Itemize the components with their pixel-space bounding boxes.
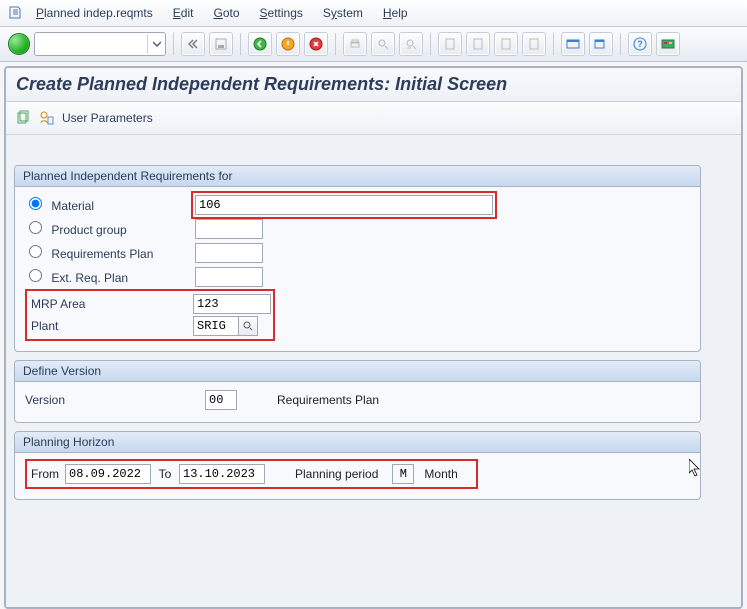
command-input[interactable]: [35, 34, 147, 54]
group-pir-for: Planned Independent Requirements for Mat…: [14, 165, 701, 352]
menu-bar: Planned indep.reqmts Edit Goto Settings …: [0, 0, 747, 27]
form-body: Planned Independent Requirements for Mat…: [6, 135, 741, 609]
planning-period-code[interactable]: [392, 464, 414, 484]
ext-req-plan-radio[interactable]: [29, 269, 42, 282]
separator: [620, 33, 621, 55]
material-radio-row: Material: [25, 197, 195, 213]
new-session-icon[interactable]: [561, 32, 585, 56]
user-params-label[interactable]: User Parameters: [62, 111, 153, 125]
user-params-icon[interactable]: [38, 109, 56, 127]
find-icon[interactable]: [371, 32, 395, 56]
menu-edit[interactable]: Edit: [165, 3, 202, 23]
separator: [553, 33, 554, 55]
req-plan-label: Requirements Plan: [51, 247, 153, 261]
to-date-input[interactable]: [179, 464, 265, 484]
separator: [240, 33, 241, 55]
prev-page-icon[interactable]: [466, 32, 490, 56]
from-date-input[interactable]: [65, 464, 151, 484]
planning-period-text: Month: [424, 467, 457, 481]
save-icon[interactable]: [209, 32, 233, 56]
back-double-icon[interactable]: [181, 32, 205, 56]
version-input[interactable]: [205, 390, 237, 410]
enter-icon[interactable]: [8, 33, 30, 55]
product-group-input[interactable]: [195, 219, 263, 239]
generate-shortcut-icon[interactable]: [589, 32, 613, 56]
plant-input[interactable]: [193, 316, 239, 336]
menu-help[interactable]: Help: [375, 3, 416, 23]
exit-icon[interactable]: [276, 32, 300, 56]
first-page-icon[interactable]: [438, 32, 462, 56]
menu-goto[interactable]: Goto: [205, 3, 247, 23]
app-toolbar: User Parameters: [6, 102, 741, 135]
customize-layout-icon[interactable]: [656, 32, 680, 56]
content-frame: Create Planned Independent Requirements:…: [4, 66, 743, 609]
plant-search-help-icon[interactable]: [238, 316, 258, 336]
req-plan-input[interactable]: [195, 243, 263, 263]
product-group-radio[interactable]: [29, 221, 42, 234]
main-toolbar: ?: [0, 27, 747, 62]
copy-icon[interactable]: [14, 109, 32, 127]
cancel-icon[interactable]: [304, 32, 328, 56]
requirements-plan-label: Requirements Plan: [277, 393, 379, 407]
from-label: From: [29, 467, 65, 481]
help-icon[interactable]: ?: [628, 32, 652, 56]
print-icon[interactable]: [343, 32, 367, 56]
mrp-area-label: MRP Area: [29, 297, 85, 311]
ext-req-plan-label: Ext. Req. Plan: [51, 271, 128, 285]
command-field[interactable]: [34, 32, 166, 56]
menu-settings[interactable]: Settings: [252, 3, 311, 23]
next-page-icon[interactable]: [494, 32, 518, 56]
material-label: Material: [51, 199, 94, 213]
material-input[interactable]: [195, 195, 493, 215]
menu-system[interactable]: System: [315, 3, 371, 23]
last-page-icon[interactable]: [522, 32, 546, 56]
group-planning-horizon-title: Planning Horizon: [15, 432, 700, 453]
group-define-version: Define Version Version Requirements Plan: [14, 360, 701, 423]
group-define-version-title: Define Version: [15, 361, 700, 382]
page-title: Create Planned Independent Requirements:…: [6, 68, 741, 102]
version-label: Version: [25, 393, 65, 407]
menu-planned-indep-reqmts[interactable]: Planned indep.reqmts: [28, 3, 161, 23]
separator: [173, 33, 174, 55]
planning-period-label: Planning period: [295, 467, 378, 481]
to-label: To: [151, 467, 179, 481]
window-menu-icon[interactable]: [6, 4, 24, 22]
req-plan-radio[interactable]: [29, 245, 42, 258]
svg-text:?: ?: [637, 39, 643, 49]
separator: [335, 33, 336, 55]
group-planning-horizon: Planning Horizon From To Planning period…: [14, 431, 701, 500]
plant-label: Plant: [29, 319, 58, 333]
separator: [430, 33, 431, 55]
ext-req-plan-input[interactable]: [195, 267, 263, 287]
group-pir-for-title: Planned Independent Requirements for: [15, 166, 700, 187]
product-group-label: Product group: [51, 223, 126, 237]
mrp-area-input[interactable]: [193, 294, 271, 314]
command-dropdown-icon[interactable]: [147, 34, 165, 54]
material-radio[interactable]: [29, 197, 42, 210]
find-next-icon[interactable]: [399, 32, 423, 56]
back-icon[interactable]: [248, 32, 272, 56]
